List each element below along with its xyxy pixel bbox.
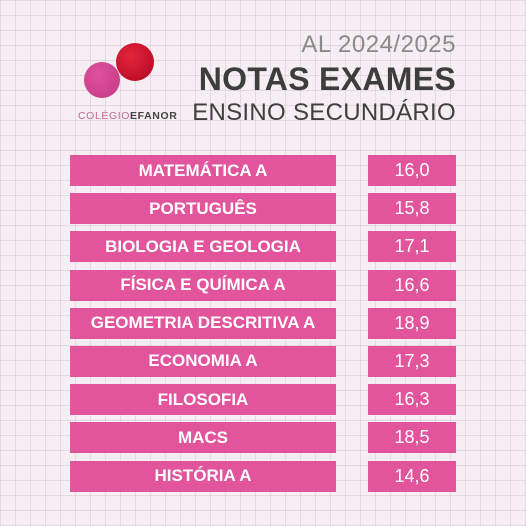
grade-value-cell: 16,0 bbox=[368, 155, 456, 186]
grade-value-cell: 17,3 bbox=[368, 345, 456, 377]
table-row: MATEMÁTICA A 16,0 bbox=[70, 155, 456, 186]
table-row: BIOLOGIA E GEOLOGIA 17,1 bbox=[70, 231, 456, 263]
grades-table: MATEMÁTICA A 16,0 PORTUGUÊS 15,8 BIOLOGI… bbox=[70, 155, 456, 499]
page-title: NOTAS EXAMES bbox=[198, 61, 456, 97]
logo-red-circle-icon bbox=[116, 43, 154, 81]
table-row: HISTÓRIA A 14,6 bbox=[70, 460, 456, 492]
school-logo: COLÉGIOEFANOR bbox=[72, 40, 192, 130]
subject-cell: BIOLOGIA E GEOLOGIA bbox=[70, 231, 336, 263]
table-row: FILOSOFIA 16,3 bbox=[70, 384, 456, 416]
table-row: GEOMETRIA DESCRITIVA A 18,9 bbox=[70, 307, 456, 339]
header: AL 2024/2025 NOTAS EXAMES ENSINO SECUNDÁ… bbox=[192, 30, 456, 128]
page-subtitle: ENSINO SECUNDÁRIO bbox=[192, 99, 456, 126]
table-row: PORTUGUÊS 15,8 bbox=[70, 193, 456, 225]
table-row: FÍSICA E QUÍMICA A 16,6 bbox=[70, 269, 456, 301]
grade-value-cell: 16,6 bbox=[368, 269, 456, 301]
subject-cell: GEOMETRIA DESCRITIVA A bbox=[70, 307, 336, 339]
logo-wordmark: COLÉGIOEFANOR bbox=[78, 110, 177, 122]
table-row: MACS 18,5 bbox=[70, 422, 456, 454]
grade-value-cell: 16,3 bbox=[368, 384, 456, 416]
subject-cell: ECONOMIA A bbox=[70, 345, 336, 377]
grade-value-cell: 18,5 bbox=[368, 422, 456, 454]
logo-text-dark: EFANOR bbox=[130, 110, 178, 122]
logo-pink-circle-icon bbox=[84, 62, 120, 98]
subject-cell: PORTUGUÊS bbox=[70, 193, 336, 225]
subject-cell: MACS bbox=[70, 422, 336, 454]
academic-year: AL 2024/2025 bbox=[301, 31, 456, 58]
grade-value-cell: 18,9 bbox=[368, 307, 456, 339]
grade-value-cell: 17,1 bbox=[368, 231, 456, 263]
subject-cell: MATEMÁTICA A bbox=[70, 155, 336, 186]
subject-cell: HISTÓRIA A bbox=[70, 460, 336, 492]
subject-cell: FÍSICA E QUÍMICA A bbox=[70, 269, 336, 301]
grade-value-cell: 15,8 bbox=[368, 193, 456, 225]
table-row: ECONOMIA A 17,3 bbox=[70, 345, 456, 377]
grade-value-cell: 14,6 bbox=[368, 460, 456, 492]
subject-cell: FILOSOFIA bbox=[70, 384, 336, 416]
logo-text-light: COLÉGIO bbox=[78, 110, 131, 122]
